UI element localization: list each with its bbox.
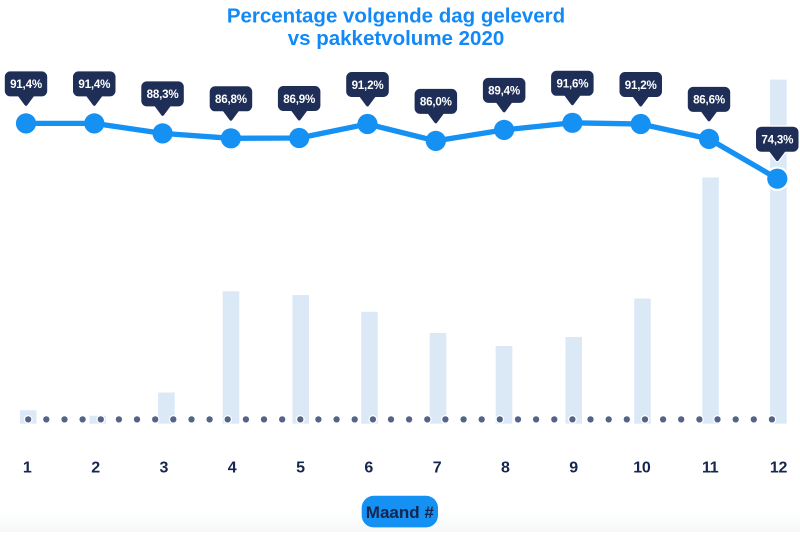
svg-text:91,2%: 91,2% bbox=[352, 79, 384, 92]
svg-text:86,6%: 86,6% bbox=[693, 94, 725, 107]
svg-text:89,4%: 89,4% bbox=[488, 85, 520, 98]
svg-text:2: 2 bbox=[91, 459, 100, 476]
svg-text:11: 11 bbox=[702, 459, 719, 476]
svg-text:91,4%: 91,4% bbox=[78, 78, 110, 91]
svg-text:91,2%: 91,2% bbox=[625, 79, 657, 92]
svg-text:Maand #: Maand # bbox=[366, 503, 435, 522]
svg-text:74,3%: 74,3% bbox=[761, 134, 793, 147]
svg-text:Percentage volgende dag geleve: Percentage volgende dag geleverd bbox=[227, 5, 565, 28]
svg-text:1: 1 bbox=[23, 459, 32, 476]
svg-text:86,0%: 86,0% bbox=[420, 96, 452, 109]
svg-text:86,9%: 86,9% bbox=[283, 93, 315, 106]
svg-text:91,6%: 91,6% bbox=[556, 78, 588, 91]
svg-text:9: 9 bbox=[569, 459, 578, 476]
svg-text:12: 12 bbox=[770, 459, 788, 476]
svg-text:88,3%: 88,3% bbox=[147, 88, 179, 101]
svg-text:vs pakketvolume 2020: vs pakketvolume 2020 bbox=[288, 27, 505, 50]
svg-text:7: 7 bbox=[433, 459, 442, 476]
svg-text:4: 4 bbox=[228, 459, 237, 476]
svg-text:3: 3 bbox=[159, 459, 168, 476]
svg-text:8: 8 bbox=[501, 459, 510, 476]
svg-text:86,8%: 86,8% bbox=[215, 93, 247, 106]
svg-text:10: 10 bbox=[633, 459, 651, 476]
svg-text:91,4%: 91,4% bbox=[10, 78, 42, 91]
svg-text:6: 6 bbox=[364, 459, 373, 476]
svg-text:5: 5 bbox=[296, 459, 305, 476]
